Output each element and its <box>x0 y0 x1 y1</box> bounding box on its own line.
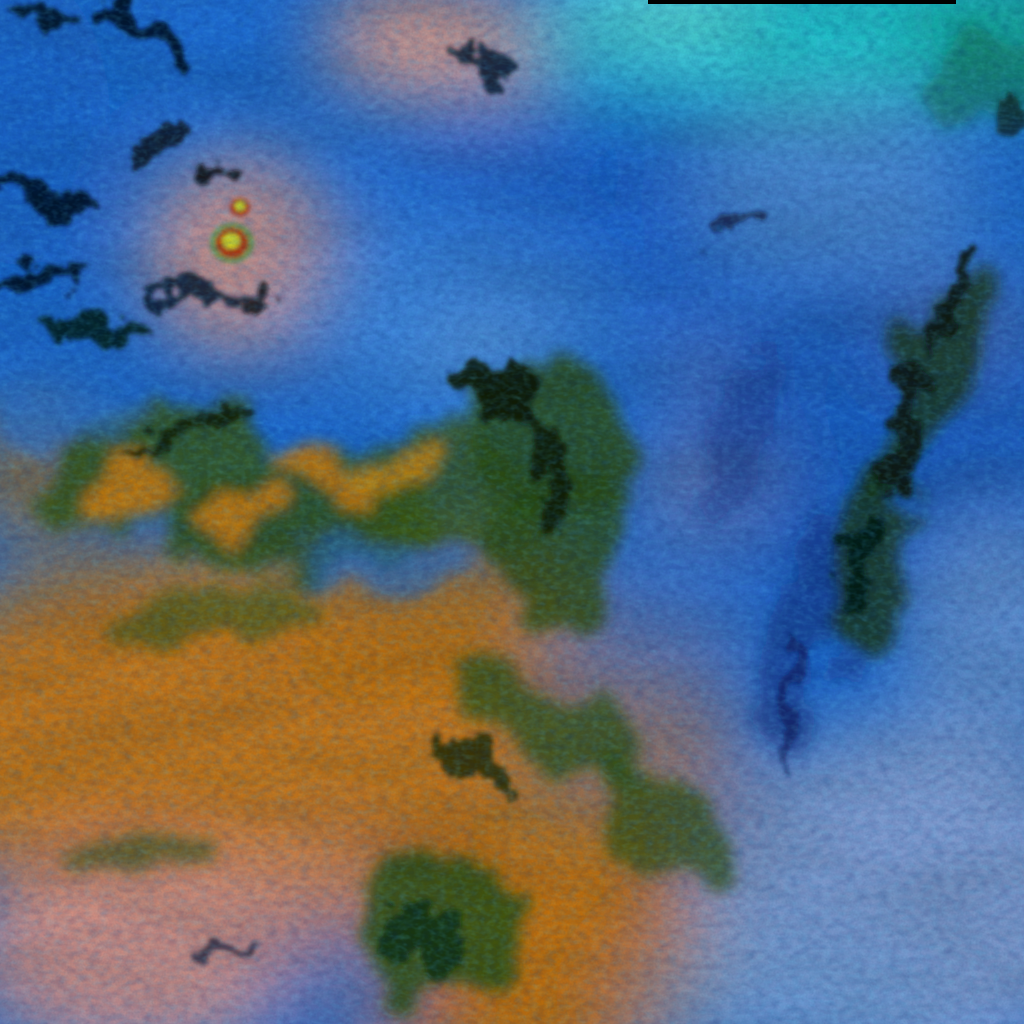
top-edge-artifact-line <box>648 0 956 4</box>
